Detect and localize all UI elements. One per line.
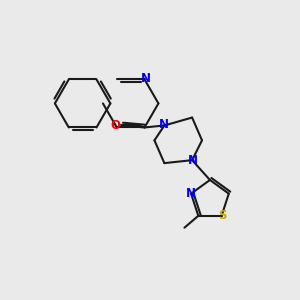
Text: S: S xyxy=(218,209,227,222)
Text: N: N xyxy=(159,118,170,131)
Text: N: N xyxy=(140,72,151,85)
Text: O: O xyxy=(111,119,121,132)
Text: N: N xyxy=(186,187,196,200)
Text: N: N xyxy=(188,154,198,167)
